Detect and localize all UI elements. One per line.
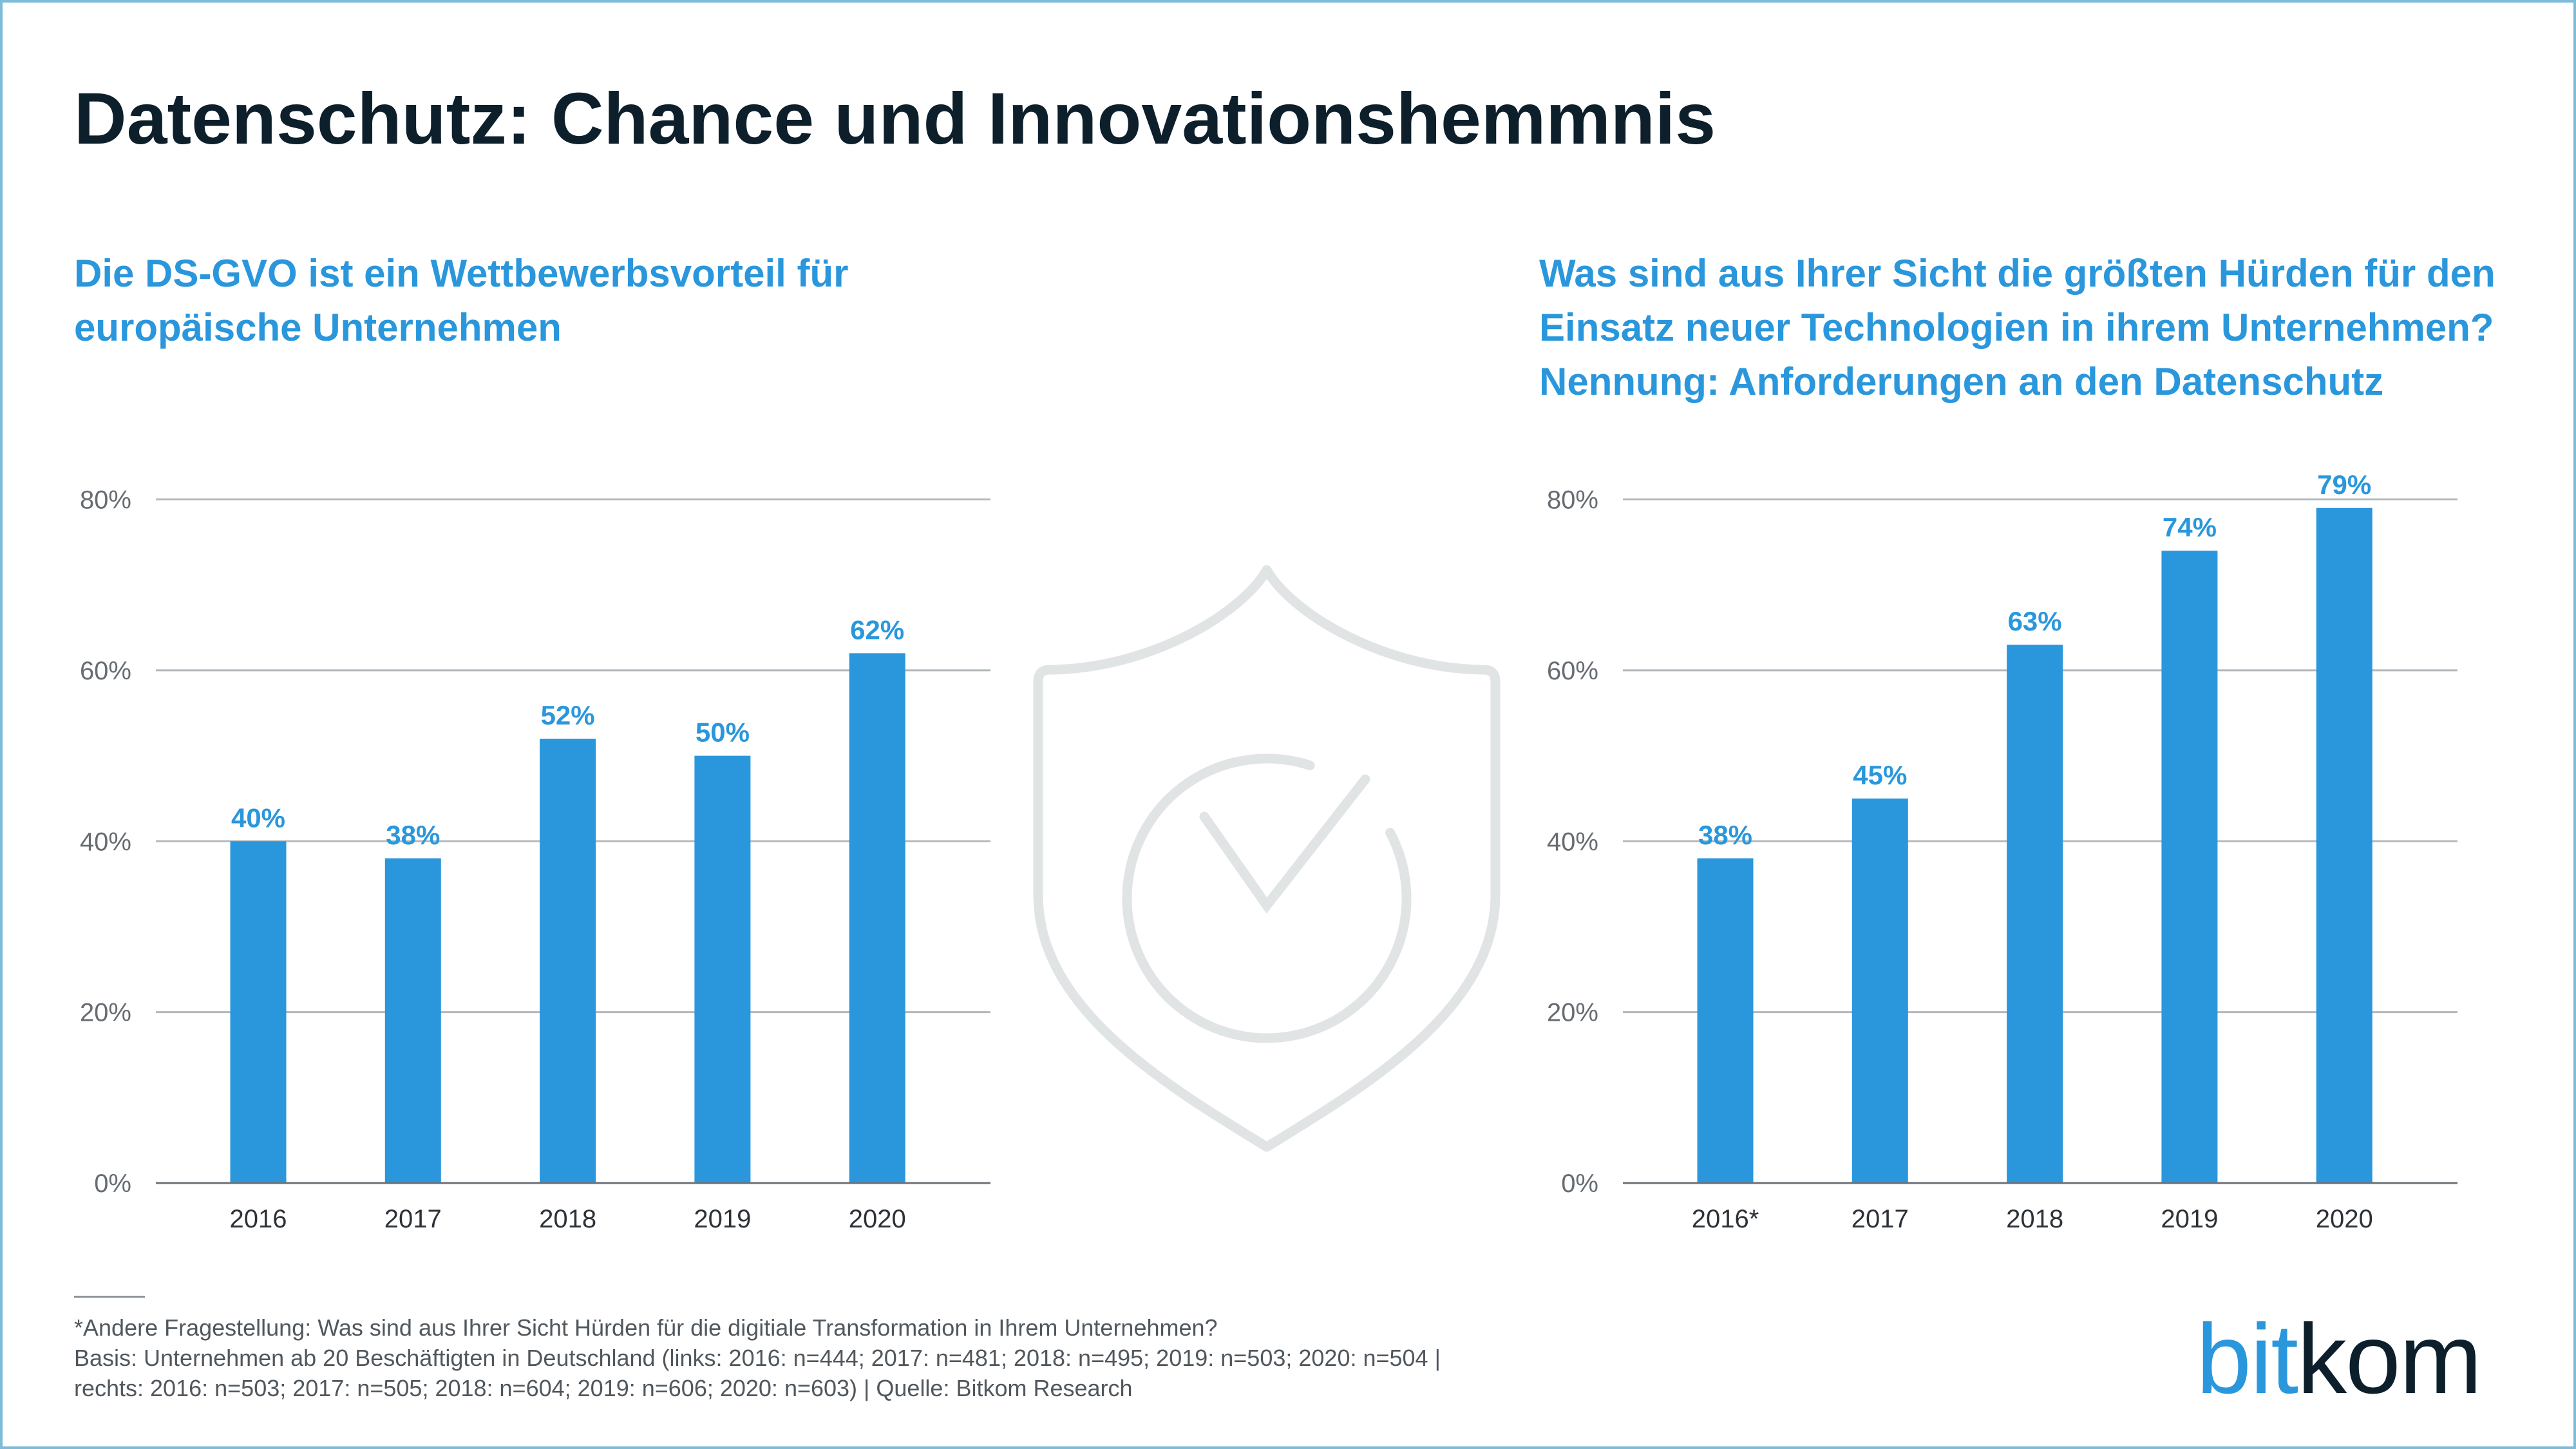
left-x-tick-label-2020: 2020 bbox=[849, 1205, 906, 1233]
check-mark bbox=[1204, 779, 1365, 905]
right-x-tick-label-2018: 2018 bbox=[2006, 1205, 2063, 1233]
footnote-line-question: *Andere Fragestellung: Was sind aus Ihre… bbox=[74, 1312, 1441, 1343]
left-y-axis-labels: 0% 20% 40% 60% 80% bbox=[80, 486, 131, 1198]
left-y-tick-label-0: 0% bbox=[94, 1170, 131, 1198]
left-x-tick-label-2016: 2016 bbox=[230, 1205, 287, 1233]
left-x-tick-label-2019: 2019 bbox=[694, 1205, 751, 1233]
page-title: Datenschutz: Chance und Innovationshemmn… bbox=[74, 82, 1716, 155]
left-value-label-2020: 62% bbox=[850, 614, 904, 645]
shield-outline bbox=[1038, 570, 1495, 1147]
right-y-tick-label-40: 40% bbox=[1547, 828, 1598, 856]
footnote: *Andere Fragestellung: Was sind aus Ihre… bbox=[74, 1312, 1441, 1403]
left-chart-title: Die DS-GVO ist ein Wettbewerbsvorteil fü… bbox=[74, 247, 848, 355]
left-y-tick-label-20: 20% bbox=[80, 999, 131, 1027]
footnote-line-basis: Basis: Unternehmen ab 20 Beschäftigten i… bbox=[74, 1343, 1441, 1373]
right-value-label-2017: 45% bbox=[1853, 760, 1907, 790]
right-bar-2019 bbox=[2161, 551, 2217, 1183]
right-value-label-2020: 79% bbox=[2317, 469, 2371, 500]
right-x-tick-label-2020: 2020 bbox=[2316, 1205, 2373, 1233]
logo-part-bit: bit bbox=[2196, 1303, 2297, 1414]
left-bar-2020 bbox=[849, 653, 905, 1183]
right-x-tick-label-2016: 2016* bbox=[1692, 1205, 1759, 1233]
right-bar-2016 bbox=[1698, 858, 1754, 1183]
left-value-label-2018: 52% bbox=[541, 700, 595, 730]
right-y-tick-label-0: 0% bbox=[1561, 1170, 1598, 1198]
right-value-label-2018: 63% bbox=[2008, 606, 2062, 636]
right-bar-2020 bbox=[2316, 508, 2372, 1183]
right-bar-2017 bbox=[1852, 799, 1908, 1183]
left-x-tick-label-2018: 2018 bbox=[539, 1205, 596, 1233]
right-x-tick-label-2019: 2019 bbox=[2161, 1205, 2218, 1233]
left-bar-2019 bbox=[694, 756, 750, 1183]
left-bar-2016 bbox=[231, 841, 287, 1183]
right-bar-chart: 0%20%40%60%80%38%45%63%74%79%2016* 2017 20… bbox=[1494, 451, 2460, 1262]
left-x-tick-label-2017: 2017 bbox=[384, 1205, 442, 1233]
right-y-tick-label-80: 80% bbox=[1547, 486, 1598, 515]
left-value-label-2016: 40% bbox=[231, 802, 285, 833]
left-bar-2018 bbox=[540, 739, 596, 1183]
right-chart-title: Was sind aus Ihrer Sicht die größten Hür… bbox=[1539, 247, 2496, 409]
left-bars bbox=[231, 653, 905, 1183]
left-x-axis-labels: 2016 2017 2018 2019 2020 bbox=[230, 1205, 906, 1233]
infographic-page: Datenschutz: Chance und Innovationshemmn… bbox=[0, 0, 2576, 1449]
left-value-label-2017: 38% bbox=[386, 820, 440, 850]
right-y-tick-label-60: 60% bbox=[1547, 657, 1598, 685]
shield-check-icon bbox=[1005, 547, 1533, 1179]
left-bar-chart: 0%20%40%60%80%40%38%52%50%62%2016 2017 201… bbox=[27, 451, 993, 1262]
left-value-label-2019: 50% bbox=[696, 717, 750, 748]
left-y-tick-label-80: 80% bbox=[80, 486, 131, 515]
left-y-tick-label-60: 60% bbox=[80, 657, 131, 685]
right-bar-2018 bbox=[2007, 645, 2063, 1183]
footnote-line-source: rechts: 2016: n=503; 2017: n=505; 2018: … bbox=[74, 1373, 1441, 1403]
right-x-axis-labels: 2016* 2017 2018 2019 2020 bbox=[1692, 1205, 2373, 1233]
right-x-tick-label-2017: 2017 bbox=[1852, 1205, 1909, 1233]
right-value-label-2019: 74% bbox=[2163, 512, 2217, 542]
bitkom-logo: bitkom bbox=[2196, 1309, 2481, 1408]
right-y-tick-label-20: 20% bbox=[1547, 999, 1598, 1027]
left-y-tick-label-40: 40% bbox=[80, 828, 131, 856]
left-bar-2017 bbox=[385, 858, 441, 1183]
footnote-divider bbox=[74, 1296, 145, 1298]
logo-part-kom: kom bbox=[2297, 1303, 2481, 1414]
right-y-axis-labels: 0% 20% 40% 60% 80% bbox=[1547, 486, 1598, 1198]
right-value-label-2016: 38% bbox=[1698, 820, 1752, 850]
